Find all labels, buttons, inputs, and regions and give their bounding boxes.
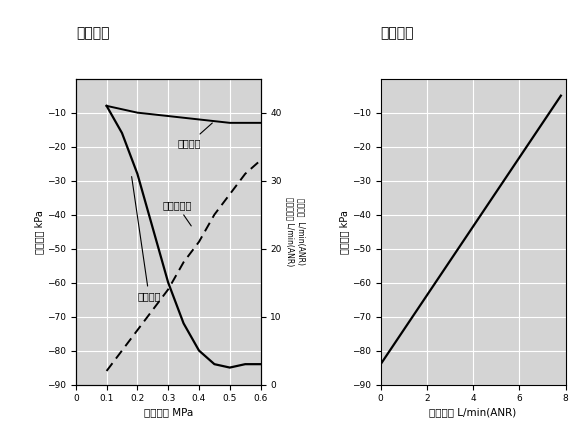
Text: 流量特性: 流量特性 [381, 26, 414, 40]
Text: 空気消費量: 空気消費量 [162, 200, 191, 226]
Y-axis label: 吸込流量  L/min(ANR)
空気消費量 L/min(ANR): 吸込流量 L/min(ANR) 空気消費量 L/min(ANR) [286, 197, 305, 266]
X-axis label: 供給圧力 MPa: 供給圧力 MPa [143, 407, 193, 417]
Y-axis label: 真空圧力 kPa: 真空圧力 kPa [34, 210, 44, 253]
Text: 真空圧力: 真空圧力 [132, 177, 161, 302]
X-axis label: 吸込流量 L/min(ANR): 吸込流量 L/min(ANR) [430, 407, 517, 417]
Text: 排気特性: 排気特性 [76, 26, 109, 40]
Y-axis label: 真空圧力 kPa: 真空圧力 kPa [339, 210, 349, 253]
Text: 吸込流量: 吸込流量 [177, 123, 212, 149]
